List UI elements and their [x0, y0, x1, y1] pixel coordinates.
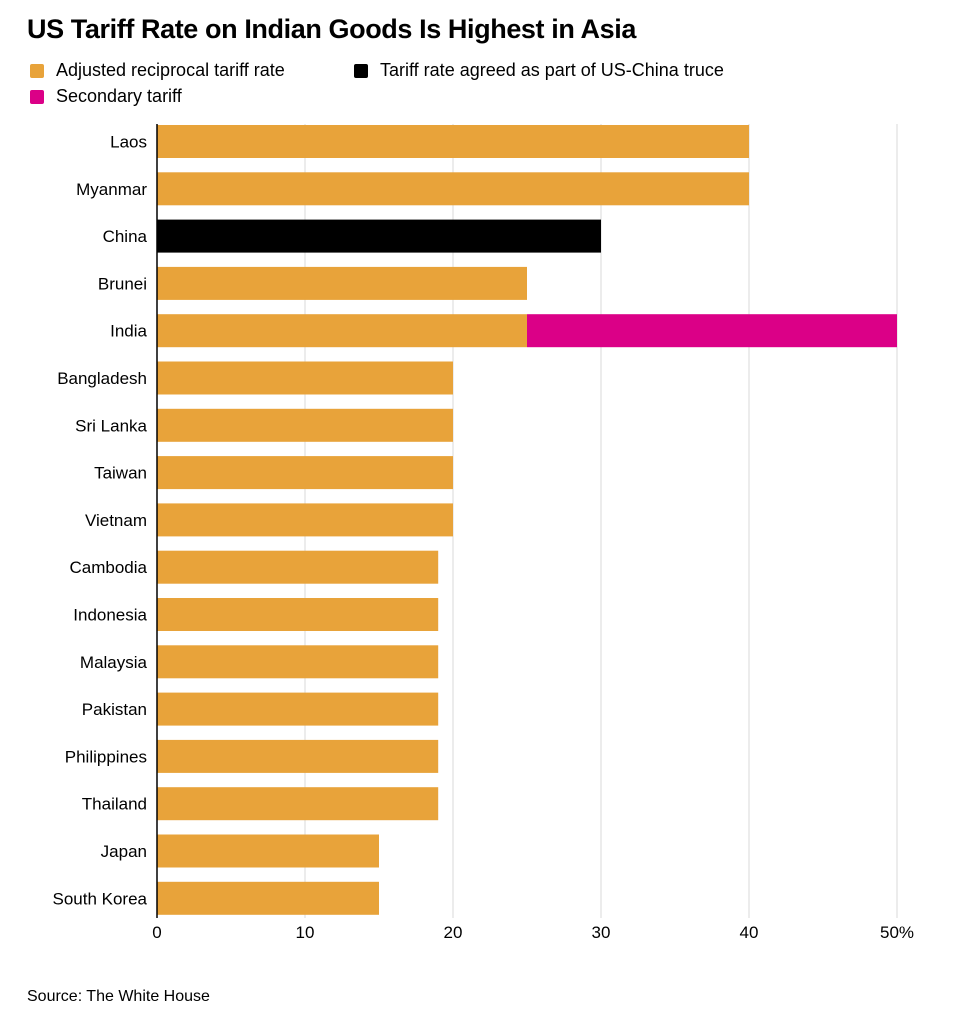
- category-label: Malaysia: [80, 653, 148, 672]
- legend-item-china-truce: Tariff rate agreed as part of US-China t…: [354, 60, 724, 81]
- x-tick-label: 30: [592, 923, 611, 942]
- bar-cambodia-series-0: [157, 550, 439, 584]
- bar-philippines-series-0: [157, 739, 439, 773]
- bar-chart: Laos Myanmar China Brunei India Bangladesh Sri…: [52, 124, 914, 942]
- category-label: India: [110, 322, 147, 341]
- legend-label-reciprocal: Adjusted reciprocal tariff rate: [56, 60, 285, 80]
- x-tick-label: 20: [444, 923, 463, 942]
- legend-swatch-reciprocal: [30, 63, 44, 78]
- bar-brunei-series-0: [157, 266, 527, 300]
- category-label: Japan: [101, 842, 147, 861]
- category-label: China: [103, 227, 148, 246]
- category-label: Myanmar: [76, 180, 147, 199]
- x-tick-label: 50%: [880, 923, 914, 942]
- bar-china-series-1: [157, 219, 601, 253]
- bar-myanmar-series-0: [157, 172, 749, 206]
- x-tick-label: 40: [740, 923, 759, 942]
- chart-title: US Tariff Rate on Indian Goods Is Highes…: [27, 14, 636, 44]
- bar-vietnam-series-0: [157, 503, 453, 537]
- legend-label-china-truce: Tariff rate agreed as part of US-China t…: [380, 60, 724, 80]
- category-label: Cambodia: [70, 558, 148, 577]
- bar-laos-series-0: [157, 125, 749, 158]
- x-tick-label: 0: [152, 923, 161, 942]
- bar-india-series-2: [527, 314, 897, 348]
- bar-sri-lanka-series-0: [157, 408, 453, 442]
- category-label: Vietnam: [85, 511, 147, 530]
- category-label: Pakistan: [82, 700, 147, 719]
- bar-pakistan-series-0: [157, 692, 439, 726]
- category-label: South Korea: [52, 889, 147, 908]
- bar-india-series-0: [157, 314, 527, 348]
- category-label: Taiwan: [94, 464, 147, 483]
- bar-taiwan-series-0: [157, 456, 453, 490]
- category-label: Bangladesh: [57, 369, 147, 388]
- legend-label-secondary: Secondary tariff: [56, 86, 182, 106]
- x-tick-label: 10: [296, 923, 315, 942]
- bar-indonesia-series-0: [157, 598, 439, 631]
- bar-bangladesh-series-0: [157, 361, 453, 395]
- bar-japan-series-0: [157, 834, 379, 868]
- category-label: Laos: [110, 133, 147, 152]
- category-label: Indonesia: [73, 606, 147, 625]
- category-label: Sri Lanka: [75, 416, 147, 435]
- category-label: Thailand: [82, 795, 147, 814]
- category-label: Brunei: [98, 274, 147, 293]
- legend-swatch-china-truce: [354, 63, 368, 78]
- bar-malaysia-series-0: [157, 645, 439, 679]
- legend-item-reciprocal: Adjusted reciprocal tariff rate: [30, 60, 285, 81]
- legend-item-secondary: Secondary tariff: [30, 86, 182, 107]
- source-note: Source: The White House: [27, 988, 210, 1005]
- legend-swatch-secondary: [30, 89, 44, 104]
- bar-thailand-series-0: [157, 787, 439, 821]
- bar-south-korea-series-0: [157, 881, 379, 915]
- category-label: Philippines: [65, 747, 147, 766]
